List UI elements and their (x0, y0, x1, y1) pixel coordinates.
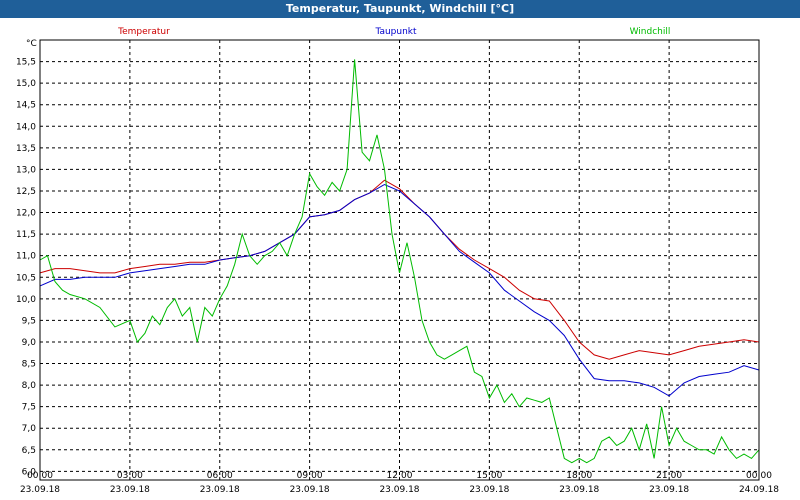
x-tick-time: 12:00 (387, 471, 413, 481)
x-axis-ticks: 00:0023.09.1803:0023.09.1806:0023.09.180… (20, 471, 779, 495)
y-tick-label: 8,0 (22, 381, 37, 391)
series-line-taupunkt (39, 183, 760, 397)
y-tick-label: 14,0 (16, 122, 36, 132)
x-tick-time: 03:00 (117, 471, 143, 481)
y-tick-label: 8,5 (22, 360, 36, 370)
y-tick-label: 6,5 (22, 446, 36, 456)
y-tick-label: 13,5 (16, 144, 36, 154)
x-tick-date: 23.09.18 (559, 485, 599, 495)
legend-temperatur: Temperatur (117, 27, 170, 37)
plot-frame (39, 39, 760, 481)
series-lines (39, 59, 760, 464)
x-tick-time: 21:00 (656, 471, 682, 481)
legend-windchill: Windchill (630, 27, 671, 37)
series-line-temperatur (39, 179, 760, 360)
y-axis-label: °C (26, 39, 37, 49)
x-tick-date: 23.09.18 (110, 485, 150, 495)
y-tick-label: 6,0 (22, 467, 37, 477)
x-tick-date: 23.09.18 (290, 485, 330, 495)
y-tick-label: 11,0 (16, 252, 36, 262)
x-tick-date: 23.09.18 (20, 485, 60, 495)
y-tick-label: 7,0 (22, 424, 37, 434)
x-tick-time: 06:00 (207, 471, 233, 481)
y-tick-label: 9,5 (22, 316, 36, 326)
line-chart: °C Temperatur Taupunkt Windchill 6,0 6,5 7… (16, 27, 779, 495)
y-tick-label: 10,5 (16, 273, 36, 283)
y-tick-label: 12,0 (16, 209, 36, 219)
x-tick-date: 23.09.18 (379, 485, 419, 495)
legend-taupunkt: Taupunkt (374, 27, 417, 37)
y-tick-label: 14,5 (16, 101, 36, 111)
y-tick-label: 10,0 (16, 295, 36, 305)
series-line-windchill (39, 59, 760, 464)
window-title: Temperatur, Taupunkt, Windchill [°C] (0, 0, 800, 18)
x-tick-time: 18:00 (566, 471, 592, 481)
grid (40, 40, 759, 480)
x-tick-date: 24.09.18 (739, 485, 779, 495)
x-tick-date: 23.09.18 (200, 485, 240, 495)
y-tick-label: 12,5 (16, 187, 36, 197)
y-tick-label: 11,5 (16, 230, 36, 240)
y-tick-label: 15,0 (16, 79, 36, 89)
y-tick-label: 7,5 (22, 403, 36, 413)
y-axis-ticks: 6,0 6,5 7,0 7,5 8,0 8,5 9,0 9,5 10,0 10,5 11,0 11,5… (16, 58, 36, 478)
y-tick-label: 9,0 (22, 338, 37, 348)
x-tick-date: 23.09.18 (649, 485, 689, 495)
y-tick-label: 15,5 (16, 58, 36, 68)
x-tick-date: 23.09.18 (469, 485, 509, 495)
y-tick-label: 13,0 (16, 165, 36, 175)
x-tick-time: 15:00 (476, 471, 502, 481)
x-tick-time: 09:00 (297, 471, 323, 481)
